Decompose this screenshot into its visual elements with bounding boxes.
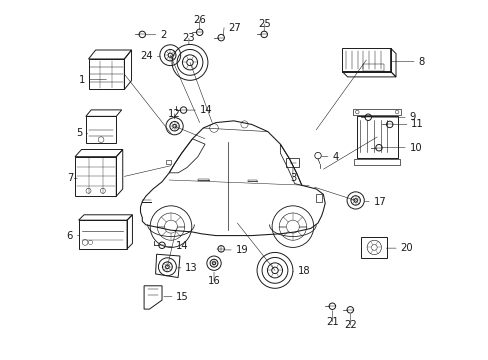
Text: 21: 21 (325, 317, 338, 327)
Text: 11: 11 (410, 120, 423, 129)
Text: 1: 1 (79, 75, 85, 85)
Text: 3: 3 (289, 173, 295, 183)
Text: 23: 23 (182, 33, 195, 43)
Text: 10: 10 (408, 143, 421, 153)
Text: 6: 6 (66, 231, 73, 240)
Text: 16: 16 (207, 276, 220, 286)
Text: 7: 7 (66, 173, 73, 183)
Text: 13: 13 (185, 263, 198, 273)
Text: 26: 26 (193, 15, 205, 26)
Text: 15: 15 (176, 292, 189, 302)
Text: 22: 22 (343, 320, 356, 330)
Text: 27: 27 (228, 23, 241, 33)
Text: 25: 25 (257, 19, 270, 29)
Text: 18: 18 (297, 266, 309, 276)
Text: 24: 24 (140, 51, 153, 61)
Text: 9: 9 (408, 112, 415, 122)
Text: 14: 14 (199, 105, 212, 115)
Text: 17: 17 (373, 197, 386, 207)
Text: 8: 8 (418, 57, 424, 67)
Text: 4: 4 (332, 152, 338, 162)
Text: 20: 20 (400, 243, 412, 253)
Text: 12: 12 (168, 109, 181, 119)
Text: 2: 2 (160, 30, 166, 40)
Text: 5: 5 (76, 129, 82, 138)
Text: 14: 14 (176, 241, 188, 251)
Text: 19: 19 (235, 245, 248, 255)
